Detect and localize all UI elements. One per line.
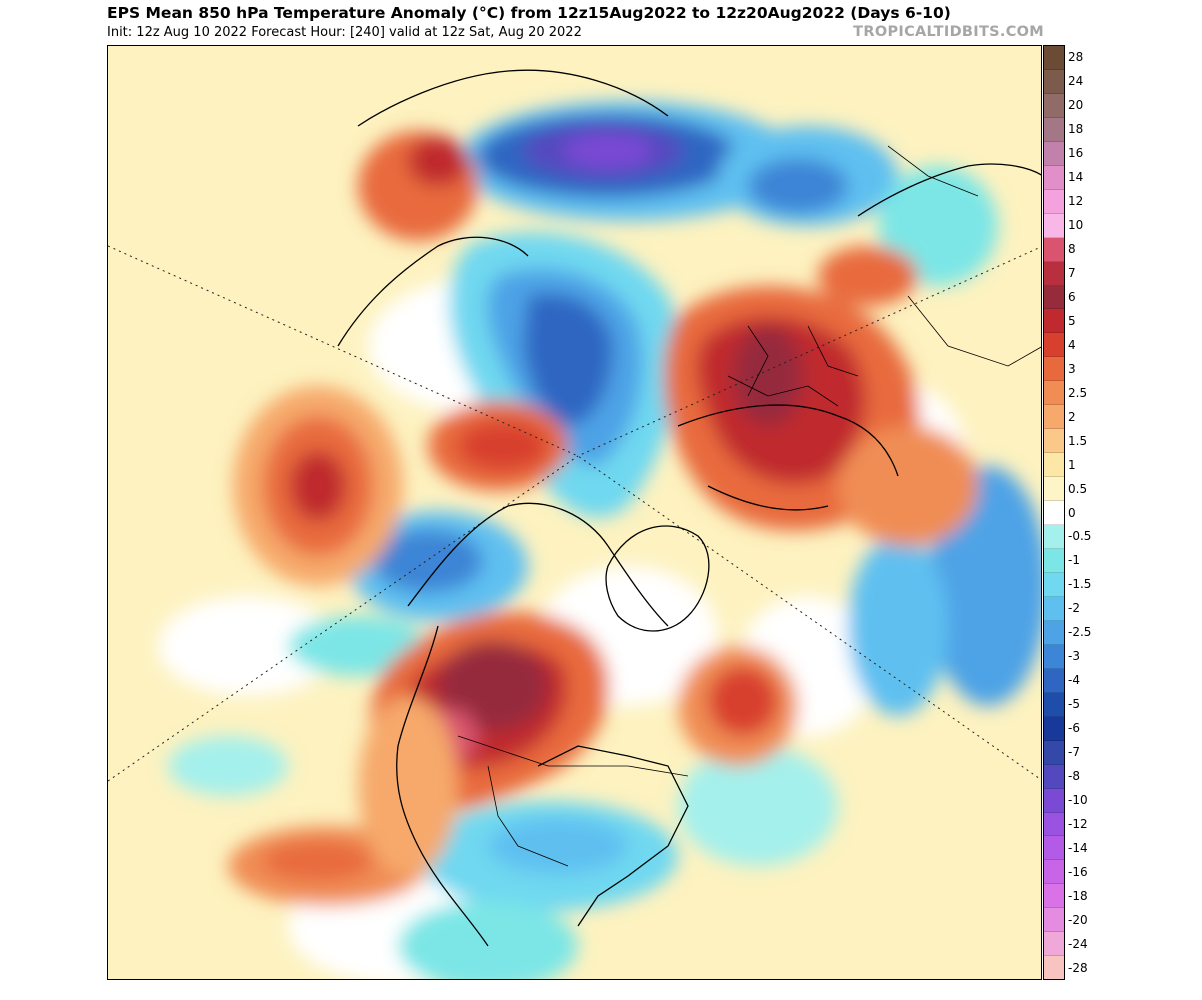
colorbar-label: 8	[1068, 241, 1076, 256]
colorbar-label: -3	[1068, 649, 1080, 664]
colorbar	[1043, 45, 1065, 980]
colorbar-swatch	[1044, 668, 1064, 693]
colorbar-swatch	[1044, 620, 1064, 645]
colorbar-swatch	[1044, 405, 1064, 430]
colorbar-label: -1	[1068, 553, 1080, 568]
colorbar-label: -8	[1068, 769, 1080, 784]
colorbar-swatch	[1044, 261, 1064, 286]
colorbar-swatch	[1044, 908, 1064, 933]
chart-title: EPS Mean 850 hPa Temperature Anomaly (°C…	[107, 4, 951, 22]
colorbar-label: -12	[1068, 817, 1088, 832]
colorbar-label: 18	[1068, 121, 1084, 136]
colorbar-label: 1	[1068, 457, 1076, 472]
borders	[457, 145, 1041, 867]
colorbar-label: -2	[1068, 601, 1080, 616]
colorbar-swatch	[1044, 189, 1064, 214]
colorbar-label: 20	[1068, 97, 1084, 112]
colorbar-swatch	[1044, 141, 1064, 166]
colorbar-swatch	[1044, 333, 1064, 358]
graticule	[108, 245, 1041, 782]
colorbar-label: -1.5	[1068, 577, 1092, 592]
colorbar-swatch	[1044, 93, 1064, 118]
colorbar-swatch	[1044, 644, 1064, 669]
colorbar-swatch	[1044, 309, 1064, 334]
colorbar-swatch	[1044, 740, 1064, 765]
colorbar-swatch	[1044, 884, 1064, 909]
colorbar-swatch	[1044, 429, 1064, 454]
colorbar-label: -2.5	[1068, 625, 1092, 640]
colorbar-swatch	[1044, 836, 1064, 861]
colorbar-label: 16	[1068, 145, 1084, 160]
colorbar-label: -20	[1068, 913, 1088, 928]
colorbar-label: 24	[1068, 73, 1084, 88]
colorbar-label: -4	[1068, 673, 1080, 688]
colorbar-swatch	[1044, 932, 1064, 957]
colorbar-swatch	[1044, 956, 1064, 980]
colorbar-label: 4	[1068, 337, 1076, 352]
colorbar-swatch	[1044, 237, 1064, 262]
colorbar-label: 1.5	[1068, 433, 1088, 448]
colorbar-swatch	[1044, 692, 1064, 717]
colorbar-labels: 28 24 20 18 16 14 12 10 8 7 6 5 4 3 2.5 2 1.5 1 0.5 0 -0.5 -1…	[1068, 45, 1128, 980]
colorbar-label: -14	[1068, 841, 1088, 856]
anomaly-map	[107, 45, 1042, 980]
colorbar-swatch	[1044, 285, 1064, 310]
colorbar-swatch	[1044, 525, 1064, 550]
colorbar-swatch	[1044, 453, 1064, 478]
colorbar-label: 6	[1068, 289, 1076, 304]
colorbar-label: 2.5	[1068, 385, 1088, 400]
colorbar-swatch	[1044, 501, 1064, 526]
colorbar-swatch	[1044, 69, 1064, 94]
colorbar-label: -10	[1068, 793, 1088, 808]
coastlines	[337, 69, 1041, 947]
colorbar-swatch	[1044, 788, 1064, 813]
colorbar-label: -0.5	[1068, 529, 1092, 544]
colorbar-swatch	[1044, 477, 1064, 502]
colorbar-label: -7	[1068, 745, 1080, 760]
colorbar-label: 5	[1068, 313, 1076, 328]
colorbar-label: 7	[1068, 265, 1076, 280]
brand-watermark: TROPICALTIDBITS.COM	[853, 24, 1044, 40]
colorbar-swatch	[1044, 46, 1064, 70]
colorbar-label: 2	[1068, 409, 1076, 424]
colorbar-label: -28	[1068, 961, 1088, 975]
colorbar-label: -5	[1068, 697, 1080, 712]
colorbar-label: 14	[1068, 169, 1084, 184]
colorbar-swatch	[1044, 716, 1064, 741]
colorbar-label: 0.5	[1068, 481, 1088, 496]
colorbar-swatch	[1044, 812, 1064, 837]
colorbar-swatch	[1044, 117, 1064, 142]
colorbar-label: -16	[1068, 865, 1088, 880]
colorbar-label: 10	[1068, 217, 1084, 232]
forecast-info: Init: 12z Aug 10 2022 Forecast Hour: [24…	[107, 25, 582, 40]
colorbar-label: -24	[1068, 937, 1088, 952]
colorbar-swatch	[1044, 764, 1064, 789]
colorbar-label: 28	[1068, 49, 1084, 64]
colorbar-swatch	[1044, 165, 1064, 190]
colorbar-label: 3	[1068, 361, 1076, 376]
colorbar-label: 12	[1068, 193, 1084, 208]
colorbar-swatch	[1044, 213, 1064, 238]
colorbar-swatch	[1044, 596, 1064, 621]
colorbar-label: -18	[1068, 889, 1088, 904]
colorbar-swatch	[1044, 381, 1064, 406]
colorbar-swatch	[1044, 549, 1064, 573]
colorbar-label: -6	[1068, 721, 1080, 736]
colorbar-swatch	[1044, 860, 1064, 885]
colorbar-label: 0	[1068, 505, 1076, 520]
colorbar-swatch	[1044, 572, 1064, 597]
colorbar-swatch	[1044, 357, 1064, 382]
anomaly-fields	[158, 101, 1041, 979]
